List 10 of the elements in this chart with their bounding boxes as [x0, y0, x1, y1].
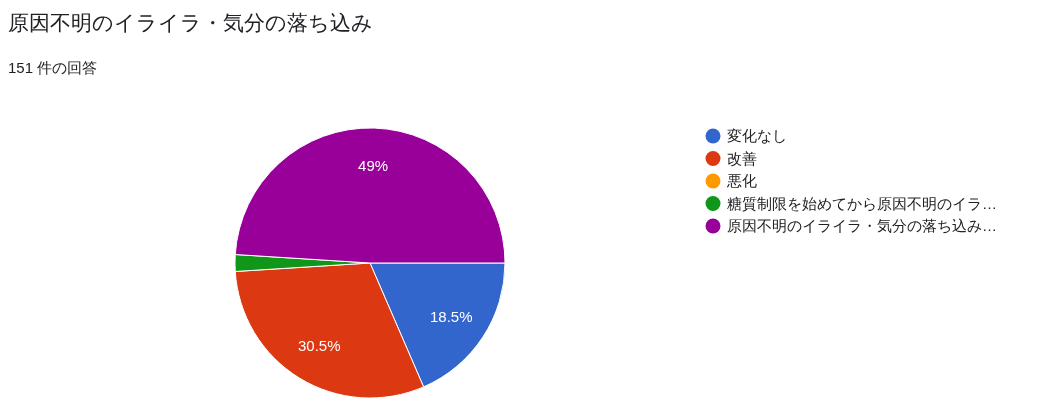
- data-label: 18.5%: [429, 307, 473, 325]
- legend-label: 原因不明のイライラ・気分の落ち込み…: [727, 217, 997, 235]
- legend-label: 改善: [727, 149, 757, 167]
- text: 151 件の回答: [8, 59, 98, 76]
- legend-label: 変化なし: [727, 127, 787, 145]
- legend-label: 糖質制限を始めてから原因不明のイラ…: [727, 194, 997, 212]
- legend-label: 悪化: [726, 172, 757, 190]
- data-label: 49%: [358, 157, 389, 175]
- chart-title: 原因不明のイライラ・気分の落ち込み: [8, 11, 373, 34]
- data-label: 30.5%: [297, 337, 341, 355]
